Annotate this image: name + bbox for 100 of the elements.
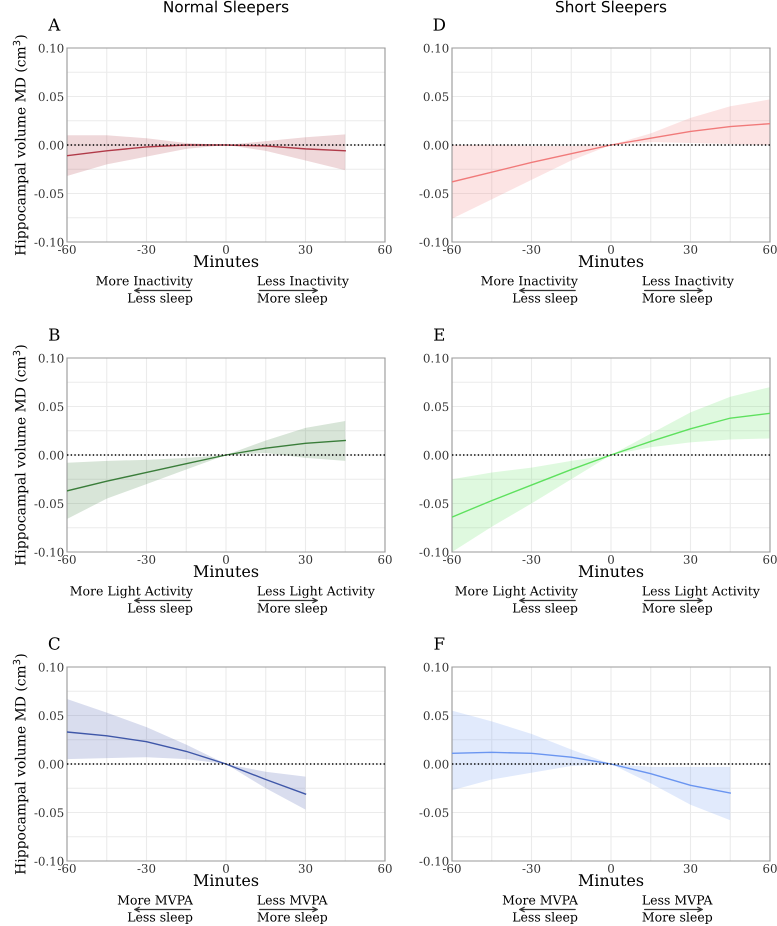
text: Less sleep [512, 602, 578, 616]
x-tick-label: 60 [378, 244, 392, 254]
x-tick-label: 30 [684, 554, 698, 564]
y-tick-label: -0.10 [419, 238, 448, 247]
line-series [67, 144, 346, 156]
x-tick-label: 0 [608, 864, 614, 873]
line-series [452, 122, 770, 183]
x-tick-label: 0 [223, 244, 229, 254]
x-tick-label: 60 [763, 244, 777, 254]
text: More Inactivity [481, 276, 578, 288]
text: F [434, 637, 444, 650]
x-tick-label: 30 [684, 864, 698, 873]
x-axis-title: Minutes [194, 565, 258, 578]
x-tick-label: 30 [298, 864, 312, 873]
y-tick-label: -0.10 [34, 548, 64, 557]
y-tick-label: -0.05 [419, 499, 448, 508]
x-tick-label: -30 [522, 554, 540, 564]
y-tick-label: 0.05 [38, 711, 64, 720]
x-axis-title: Minutes [578, 565, 644, 578]
text: More MVPA [502, 895, 578, 905]
line-series [452, 412, 770, 518]
text: Less MVPA [642, 895, 713, 905]
y-tick-label: 0.00 [38, 760, 64, 769]
y-tick-label: 0.00 [38, 140, 64, 150]
x-tick-label: -30 [138, 244, 156, 254]
text: More Light Activity [455, 586, 578, 598]
y-tick-label: -0.10 [419, 856, 448, 866]
y-tick-label: 0.05 [38, 92, 64, 102]
text: More sleep [642, 912, 712, 924]
x-tick-label: 30 [298, 554, 312, 564]
text: Less sleep [128, 912, 192, 924]
text: More sleep [257, 292, 328, 306]
text: More sleep [642, 602, 712, 616]
y-tick-label: 0.00 [424, 140, 448, 150]
text: More sleep [257, 602, 328, 616]
text: Less MVPA [258, 895, 328, 905]
y-tick-label: -0.05 [419, 189, 448, 198]
y-tick-label: -0.10 [34, 856, 64, 866]
y-tick-label: 0.10 [424, 662, 448, 672]
y-axis-title: Hippocampal volume MD (cm$^{3}$) [12, 654, 28, 874]
x-tick-label: 0 [608, 554, 614, 564]
y-tick-label: 0.10 [424, 354, 448, 363]
x-tick-label: 30 [684, 244, 698, 254]
y-tick-label: 0.05 [424, 711, 448, 720]
chart-title: Short Sleepers [556, 0, 666, 16]
text: Less Inactivity [258, 276, 349, 288]
text: Less sleep [512, 292, 578, 306]
line-series [67, 731, 306, 795]
y-tick-label: -0.05 [419, 808, 448, 818]
y-tick-label: 0.05 [424, 92, 448, 102]
y-tick-label: 0.00 [38, 450, 64, 460]
text: More MVPA [118, 895, 194, 905]
x-tick-label: -30 [522, 864, 540, 873]
x-tick-label: 0 [223, 864, 229, 873]
x-axis-title: Minutes [194, 874, 258, 886]
text: More Light Activity [70, 586, 193, 598]
text: Less sleep [128, 602, 192, 616]
x-tick-label: -60 [58, 244, 76, 254]
line-series [67, 440, 346, 492]
x-tick-label: -60 [443, 244, 461, 254]
y-tick-label: 0.00 [424, 760, 448, 769]
y-tick-label: 0.00 [424, 450, 448, 460]
text: Less sleep [512, 912, 578, 924]
text: Less Inactivity [642, 276, 734, 288]
y-tick-label: -0.05 [34, 189, 64, 198]
x-tick-label: -30 [138, 554, 156, 564]
x-tick-label: 60 [378, 864, 392, 873]
x-axis-title: Minutes [194, 255, 258, 268]
x-tick-label: -30 [138, 864, 156, 873]
x-tick-label: -60 [443, 864, 461, 873]
x-tick-label: -60 [58, 554, 76, 564]
y-axis-title: Hippocampal volume MD (cm$^{3}$) [12, 345, 28, 566]
y-tick-label: 0.10 [424, 44, 448, 53]
x-tick-label: 60 [763, 864, 777, 873]
y-tick-label: 0.05 [38, 402, 64, 412]
y-tick-label: 0.10 [38, 662, 64, 672]
y-tick-label: -0.10 [34, 238, 64, 247]
x-tick-label: -30 [522, 244, 540, 254]
y-tick-label: 0.10 [38, 354, 64, 363]
text: More sleep [257, 912, 328, 924]
line-series [452, 752, 731, 794]
x-axis-title: Minutes [578, 874, 644, 886]
x-tick-label: 60 [763, 554, 777, 564]
text: More sleep [642, 292, 712, 306]
y-tick-label: 0.05 [424, 402, 448, 412]
text: Less sleep [128, 292, 192, 306]
x-tick-label: 0 [223, 554, 229, 564]
text: C [48, 637, 60, 650]
y-tick-label: -0.05 [34, 808, 64, 818]
text: B [49, 328, 60, 341]
text: E [434, 328, 444, 341]
x-tick-label: 30 [298, 244, 312, 254]
x-tick-label: -60 [443, 554, 461, 564]
chart-title: Normal Sleepers [164, 0, 288, 16]
text: Less Light Activity [258, 586, 375, 598]
text: D [434, 18, 446, 31]
x-tick-label: -60 [58, 864, 76, 873]
x-axis-title: Minutes [578, 255, 644, 268]
text: More Inactivity [96, 276, 193, 288]
text: Less Light Activity [642, 586, 760, 598]
